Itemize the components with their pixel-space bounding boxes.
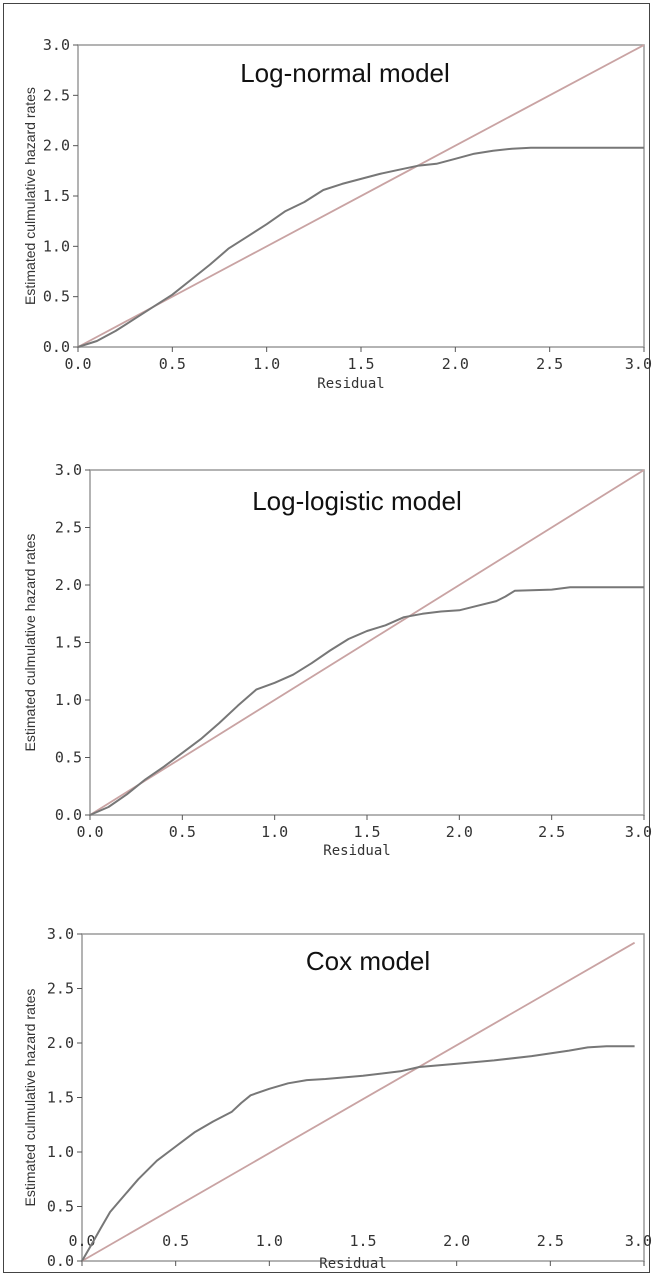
- y-tick-label: 0.0: [43, 338, 70, 356]
- y-tick-label: 2.5: [55, 519, 82, 537]
- x-axis-title: Residual: [323, 843, 390, 859]
- x-axis-title: Residual: [317, 376, 384, 392]
- x-tick-label: 2.5: [536, 355, 563, 373]
- chart-3: 0.0 0.5 1.0 1.5 2.0 2.5 3.0 0.0 0.5 1.0 1.5 2.0 2.5 3…: [22, 925, 652, 1272]
- y-tick-label: 0.5: [55, 749, 82, 767]
- x-tick-label: 1.5: [347, 355, 374, 373]
- y-tick-label: 1.0: [43, 237, 70, 255]
- y-axis-title: Estimated culmulative hazard rates: [22, 87, 38, 305]
- x-tick-label: 2.0: [442, 355, 469, 373]
- x-tick-label: 1.0: [253, 355, 280, 373]
- y-axis-title: Estimated culmulative hazard rates: [22, 989, 38, 1207]
- x-tick-label: 0.5: [169, 823, 196, 841]
- x-tick-label: 1.5: [353, 823, 380, 841]
- x-tick-label: 1.5: [349, 1232, 376, 1250]
- figure-frame: [3, 3, 650, 1273]
- x-tick-label: 1.0: [256, 1232, 283, 1250]
- y-tick-label: 1.0: [55, 691, 82, 709]
- y-tick-label: 3.0: [43, 36, 70, 54]
- reference-line: [77, 44, 645, 348]
- y-tick-label: 2.0: [43, 137, 70, 155]
- y-tick-label: 0.5: [47, 1198, 74, 1216]
- y-tick-label: 2.0: [47, 1034, 74, 1052]
- hazard-estimate-line: [77, 146, 644, 348]
- x-tick-label: 0.0: [64, 355, 91, 373]
- y-tick-label: 3.0: [55, 461, 82, 479]
- chart-title: Cox model: [306, 946, 430, 976]
- x-tick-label: 3.0: [625, 1232, 652, 1250]
- chart-title: Log-normal model: [240, 58, 450, 88]
- x-tick-label: 2.0: [446, 823, 473, 841]
- y-tick-label: 0.0: [55, 806, 82, 824]
- y-tick-label: 2.5: [47, 980, 74, 998]
- chart-2: 0.0 0.5 1.0 1.5 2.0 2.5 3.0 0.0 0.5 1.0 1.5 2.0 2.5 3…: [22, 461, 652, 859]
- x-tick-label: 2.0: [443, 1232, 470, 1250]
- x-tick-label: 1.0: [261, 823, 288, 841]
- y-axis-title: Estimated culmulative hazard rates: [22, 534, 38, 752]
- x-tick-label: 2.5: [537, 1232, 564, 1250]
- y-tick-label: 1.5: [47, 1089, 74, 1107]
- y-tick-label: 2.5: [43, 86, 70, 104]
- y-tick-label: 1.5: [43, 187, 70, 205]
- chart-title: Log-logistic model: [252, 486, 462, 516]
- x-tick-label: 3.0: [625, 355, 652, 373]
- x-axis-title: Residual: [319, 1256, 386, 1272]
- reference-line: [81, 941, 636, 1262]
- hazard-estimate-line: [89, 586, 644, 816]
- y-tick-label: 0.5: [43, 288, 70, 306]
- x-tick-label: 3.0: [625, 823, 652, 841]
- x-tick-label: 0.0: [76, 823, 103, 841]
- y-tick-label: 1.0: [47, 1143, 74, 1161]
- x-tick-label: 0.0: [68, 1232, 95, 1250]
- chart-1: 0.0 0.5 1.0 1.5 2.0 2.5 3.0 0.0 0.5 1.0 1.5 2.0 2.5 3…: [22, 36, 652, 392]
- x-tick-label: 0.5: [162, 1232, 189, 1250]
- hazard-estimate-line: [81, 1045, 635, 1262]
- y-tick-label: 2.0: [55, 576, 82, 594]
- y-tick-label: 3.0: [47, 925, 74, 943]
- x-tick-label: 0.5: [159, 355, 186, 373]
- y-tick-label: 1.5: [55, 634, 82, 652]
- x-tick-label: 2.5: [538, 823, 565, 841]
- y-tick-label: 0.0: [47, 1252, 74, 1270]
- reference-line: [89, 469, 645, 816]
